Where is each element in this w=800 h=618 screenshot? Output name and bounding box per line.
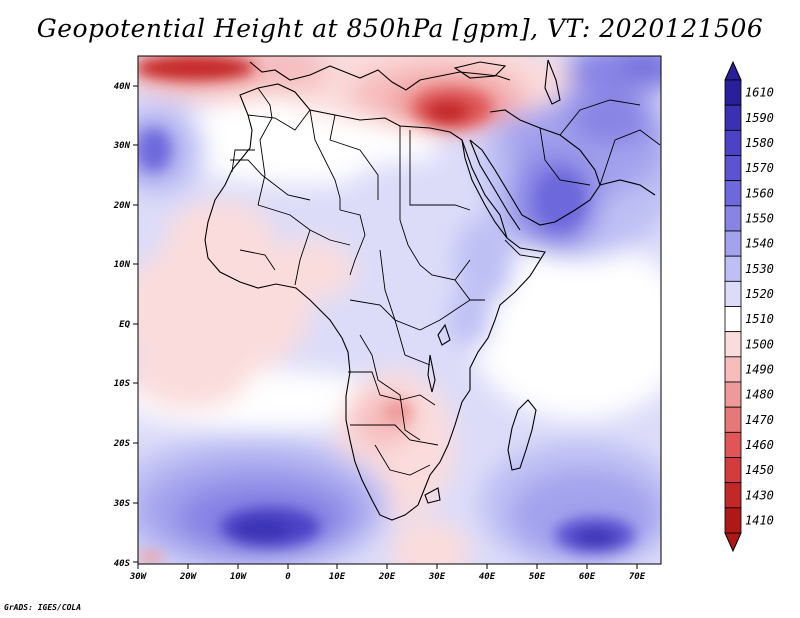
colorbar-cell xyxy=(724,507,742,534)
longitude-labels: 30W 20W 10W 0 10E 20E 30E 40E 50E 60E 70… xyxy=(129,572,646,582)
lat-label: EQ xyxy=(119,320,130,330)
lat-label: 30N xyxy=(113,141,131,151)
lon-label: 30W xyxy=(129,572,148,582)
colorbar-label: 1510 xyxy=(745,312,774,326)
colorbar-cell xyxy=(724,180,742,207)
lon-label: 50E xyxy=(529,572,546,582)
lat-label: 10N xyxy=(114,260,131,270)
lon-label: 0 xyxy=(285,572,291,582)
colorbar-cell xyxy=(724,457,742,484)
colorbar-label: 1550 xyxy=(745,211,774,225)
lon-label: 20W xyxy=(179,572,198,582)
colorbar-label: 1520 xyxy=(745,287,774,301)
colorbar-label: 1580 xyxy=(745,136,774,150)
plot-frame xyxy=(137,55,662,565)
lat-label: 40S xyxy=(114,559,131,569)
colorbar-label: 1430 xyxy=(745,488,774,502)
lat-label: 20S xyxy=(113,439,131,449)
lat-label: 10S xyxy=(114,379,131,389)
colorbar-label: 1490 xyxy=(745,362,774,376)
colorbar-bottom-arrow xyxy=(724,532,742,553)
colorbar-cell xyxy=(724,381,742,408)
colorbar-cell xyxy=(724,155,742,182)
axis-ticks xyxy=(133,85,638,569)
colorbar-label: 1410 xyxy=(745,513,774,527)
lon-label: 20E xyxy=(378,572,396,582)
colorbar-cell xyxy=(724,280,742,307)
colorbar-label: 1470 xyxy=(745,413,774,427)
lon-label: 40E xyxy=(479,572,496,582)
colorbar-cell xyxy=(724,306,742,333)
colorbar-cell xyxy=(724,482,742,509)
colorbar-label: 1560 xyxy=(745,186,774,200)
colorbar-label: 1500 xyxy=(745,337,774,351)
lon-label: 10W xyxy=(230,572,248,582)
coastlines xyxy=(204,59,656,521)
lat-label: 40N xyxy=(114,82,131,92)
colorbar-label: 1480 xyxy=(745,388,774,402)
colorbar-cell xyxy=(724,205,742,232)
lon-label: 30E xyxy=(428,572,446,582)
lon-label: 70E xyxy=(629,572,646,582)
colorbar-label: 1570 xyxy=(745,161,774,175)
colorbar-cell xyxy=(724,79,742,106)
colorbar-label: 1540 xyxy=(745,237,774,251)
colorbar-cell xyxy=(724,255,742,282)
colorbar: 1610 1590 1580 1570 1560 1550 1540 1530 1520 1510… xyxy=(724,60,774,553)
lon-label: 10E xyxy=(329,572,346,582)
colorbar-top-arrow xyxy=(724,60,742,81)
colorbar-cell xyxy=(724,230,742,257)
colorbar-cell xyxy=(724,129,742,156)
lon-label: 60E xyxy=(579,572,596,582)
colorbar-label: 1590 xyxy=(745,111,774,125)
height-field xyxy=(138,56,661,564)
lat-label: 20N xyxy=(113,201,131,211)
colorbar-label: 1460 xyxy=(745,438,774,452)
colorbar-cell xyxy=(724,406,742,433)
chart-title: Geopotential Height at 850hPa [gpm], VT:… xyxy=(36,14,764,43)
colorbar-label: 1450 xyxy=(745,463,774,477)
colorbar-cell xyxy=(724,104,742,131)
colorbar-cell xyxy=(724,331,742,358)
grads-credit: GrADS: IGES/COLA xyxy=(4,603,82,612)
latitude-labels: 40N 30N 20N 10N EQ 10S 20S 30S 40S xyxy=(113,82,131,569)
colorbar-label: 1610 xyxy=(745,86,774,100)
colorbar-cell xyxy=(724,356,742,383)
colorbar-cell xyxy=(724,431,742,458)
colorbar-label: 1530 xyxy=(745,262,774,276)
country-borders xyxy=(230,87,661,476)
lat-label: 30S xyxy=(113,499,131,509)
